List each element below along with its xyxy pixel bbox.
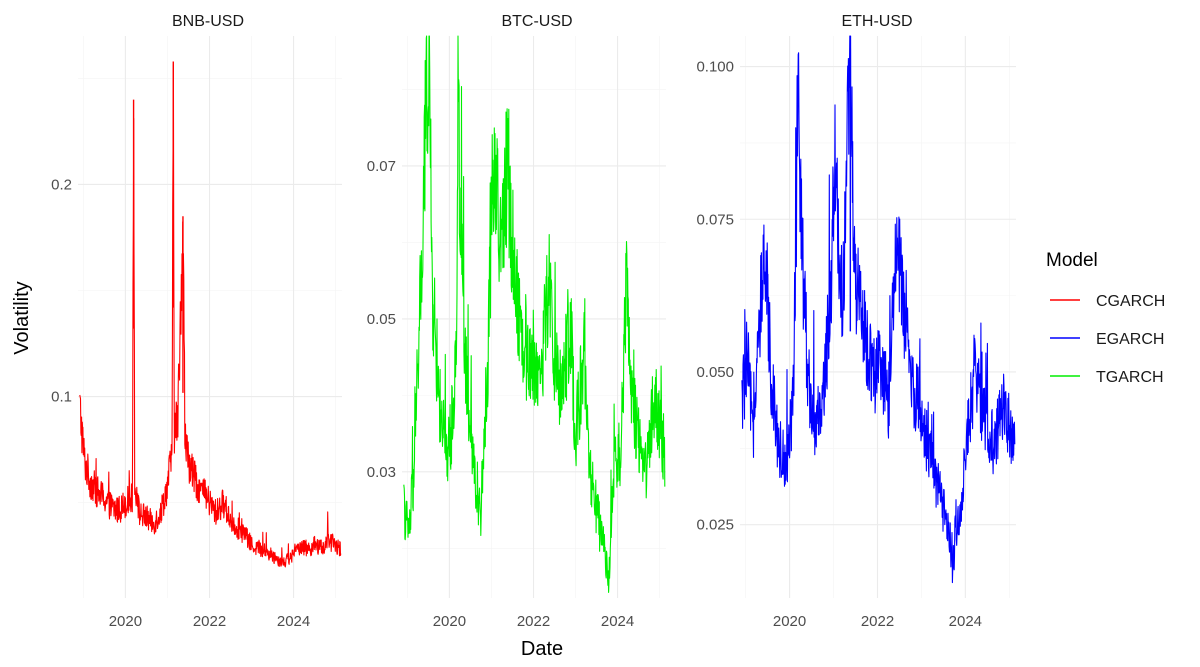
x-axis-title: Date [521,638,563,660]
x-tick-label-eth: 2024 [949,613,982,630]
legend-label-cgarch: CGARCH [1096,293,1165,310]
y-tick-label-bnb: 0.1 [51,389,72,406]
series-line-egarch [741,35,1016,584]
y-tick-label-eth: 0.100 [696,59,734,76]
y-tick-label-eth: 0.075 [696,211,734,228]
y-tick-label-eth: 0.050 [696,364,734,381]
x-tick-label-eth: 2022 [861,613,894,630]
series-line-tgarch [403,35,666,593]
legend: Model CGARCH EGARCH TGARCH [1046,250,1165,386]
x-tick-label-bnb: 2022 [193,613,226,630]
panel-bnb: BNB-USD 0.1 0.2 2020 2022 2024 [51,13,342,630]
x-tick-label-bnb: 2024 [277,613,310,630]
panel-title-eth: ETH-USD [841,13,912,30]
panel-title-bnb: BNB-USD [172,13,244,30]
legend-label-egarch: EGARCH [1096,331,1164,348]
legend-title: Model [1046,250,1098,271]
panel-btc: BTC-USD 0.03 0.05 0.07 2020 2022 2024 [367,13,666,630]
x-tick-label-btc: 2020 [433,613,466,630]
x-tick-label-bnb: 2020 [109,613,142,630]
x-tick-label-btc: 2024 [601,613,634,630]
series-line-cgarch [79,64,342,568]
panel-title-btc: BTC-USD [501,13,572,30]
y-tick-label-eth: 0.025 [696,517,734,534]
y-axis-title: Volatility [11,281,33,354]
y-tick-label-btc: 0.03 [367,464,396,481]
y-tick-label-btc: 0.07 [367,158,396,175]
x-tick-label-eth: 2020 [773,613,806,630]
legend-label-tgarch: TGARCH [1096,369,1164,386]
y-tick-label-bnb: 0.2 [51,176,72,193]
y-tick-label-btc: 0.05 [367,311,396,328]
panel-eth: ETH-USD 0.025 0.050 0.075 0.100 2020 2022 202… [696,13,1016,630]
x-tick-label-btc: 2022 [517,613,550,630]
